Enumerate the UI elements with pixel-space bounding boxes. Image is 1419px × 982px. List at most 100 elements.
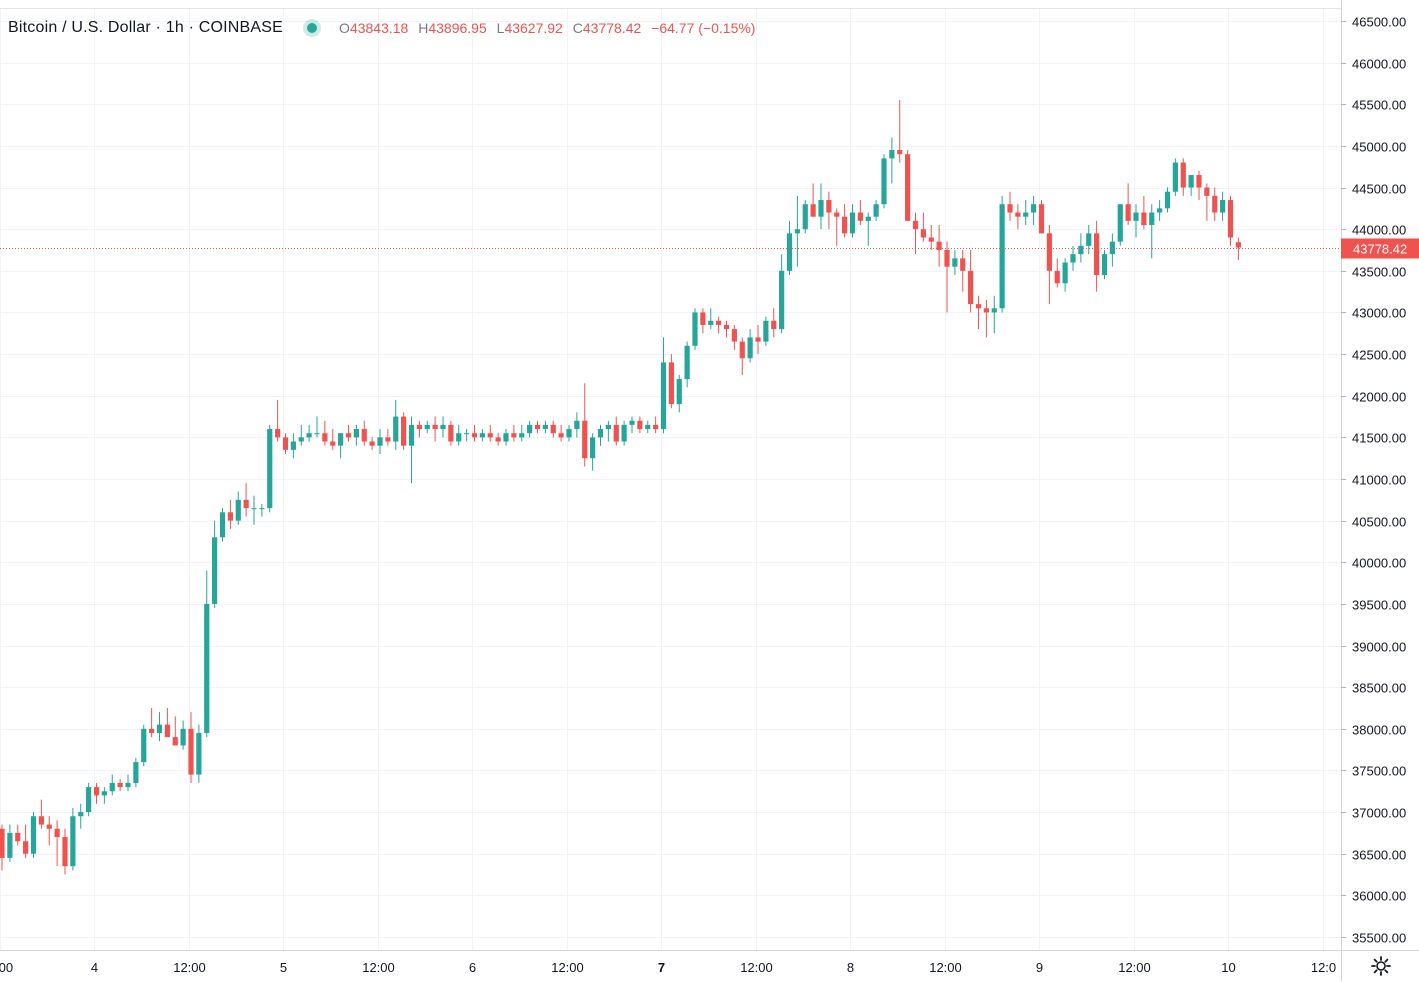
candle bbox=[936, 225, 942, 267]
candle bbox=[590, 433, 596, 471]
candle bbox=[747, 329, 753, 363]
candle-body bbox=[369, 441, 375, 446]
candle bbox=[889, 137, 895, 184]
candle bbox=[991, 295, 997, 334]
candle-body bbox=[983, 308, 989, 313]
candle bbox=[448, 420, 454, 446]
last-price-label: 43778.42 bbox=[1353, 242, 1407, 257]
candle bbox=[117, 778, 123, 792]
candle bbox=[511, 424, 517, 442]
gear-icon[interactable] bbox=[1370, 955, 1392, 977]
high-label: H bbox=[418, 20, 429, 36]
candle-body bbox=[1007, 204, 1013, 213]
candle-body bbox=[905, 154, 911, 221]
candle-body bbox=[566, 429, 572, 438]
candle-body bbox=[519, 433, 525, 438]
candle bbox=[550, 420, 556, 438]
candle bbox=[786, 220, 793, 275]
candle-body bbox=[1149, 212, 1155, 226]
candle bbox=[1094, 220, 1100, 292]
candle bbox=[1031, 195, 1037, 226]
candle-body bbox=[991, 308, 997, 313]
candle-body bbox=[684, 345, 690, 380]
candle bbox=[62, 828, 68, 875]
candle bbox=[928, 225, 934, 250]
candle-body bbox=[912, 220, 919, 230]
candle bbox=[479, 429, 485, 442]
candle-body bbox=[534, 424, 541, 430]
candle-body bbox=[93, 787, 100, 796]
market-open-dot-icon bbox=[307, 23, 318, 33]
candle bbox=[1062, 258, 1068, 292]
candle-body bbox=[62, 837, 68, 867]
candle bbox=[597, 424, 604, 446]
candle-body bbox=[826, 200, 832, 213]
candle-body bbox=[1101, 254, 1108, 275]
candle-body bbox=[1172, 162, 1178, 192]
candle bbox=[1188, 175, 1194, 196]
candle-body bbox=[865, 216, 871, 221]
candle-body bbox=[204, 603, 210, 733]
candle-body bbox=[1078, 245, 1084, 255]
time-tick-label: 12:00 bbox=[740, 960, 773, 975]
candle bbox=[818, 183, 824, 230]
candle bbox=[38, 799, 44, 829]
time-tick-label: 12:00 bbox=[929, 960, 962, 975]
candle bbox=[920, 212, 926, 242]
candle-body bbox=[920, 229, 926, 238]
high-value: 43896.95 bbox=[428, 20, 487, 36]
price-axis[interactable]: 46500.00 46000.00 45500.00 45000.00 44500.00… bbox=[1341, 15, 1419, 946]
candle-body bbox=[1062, 262, 1068, 284]
candle-body bbox=[621, 424, 627, 442]
candle-body bbox=[503, 433, 509, 442]
candle bbox=[1172, 158, 1178, 196]
candle bbox=[377, 429, 383, 455]
candle bbox=[834, 208, 840, 246]
candle bbox=[164, 708, 170, 738]
candle-body bbox=[975, 304, 982, 309]
candle-body bbox=[86, 787, 92, 813]
candle-body bbox=[999, 204, 1005, 309]
candle-body bbox=[393, 416, 399, 442]
candle bbox=[684, 341, 690, 388]
symbol-title[interactable]: Bitcoin / U.S. Dollar · 1h · COINBASE bbox=[8, 19, 284, 36]
candle-body bbox=[1094, 233, 1100, 275]
candle-body bbox=[0, 828, 5, 858]
candle-body bbox=[243, 499, 249, 509]
candle-body bbox=[1180, 162, 1186, 188]
candle bbox=[188, 712, 194, 783]
candle-body bbox=[550, 424, 556, 434]
candle-body bbox=[597, 429, 604, 438]
candle-body bbox=[1204, 187, 1210, 196]
candle bbox=[739, 337, 745, 375]
time-axis[interactable]: 2:00 4 12:00 5 12:00 6 12:00 7 12:00 8 12:00 9 12:00… bbox=[0, 960, 1336, 975]
candle-body bbox=[629, 420, 635, 425]
candle-body bbox=[1031, 204, 1037, 213]
candle-body bbox=[456, 433, 462, 442]
candle-body bbox=[306, 433, 312, 438]
candle bbox=[133, 757, 139, 788]
candle bbox=[393, 399, 399, 450]
candle bbox=[637, 416, 643, 434]
candle-body bbox=[960, 258, 966, 271]
candle-body bbox=[842, 216, 848, 234]
candle bbox=[322, 420, 328, 446]
price-tick-label: 41500.00 bbox=[1352, 431, 1406, 446]
time-tick-label: 9 bbox=[1036, 960, 1043, 975]
candle bbox=[810, 183, 816, 217]
candle-body bbox=[1157, 208, 1163, 213]
candle-body bbox=[1023, 212, 1029, 217]
candle bbox=[1141, 195, 1147, 230]
candle-body bbox=[377, 437, 383, 446]
candle bbox=[1196, 170, 1202, 201]
candle bbox=[290, 433, 296, 459]
candle-body bbox=[542, 424, 548, 430]
candle-body bbox=[345, 433, 352, 438]
candle-body bbox=[653, 424, 659, 430]
candle bbox=[30, 812, 37, 858]
candle bbox=[905, 150, 911, 221]
price-tick-label: 37500.00 bbox=[1352, 764, 1406, 779]
